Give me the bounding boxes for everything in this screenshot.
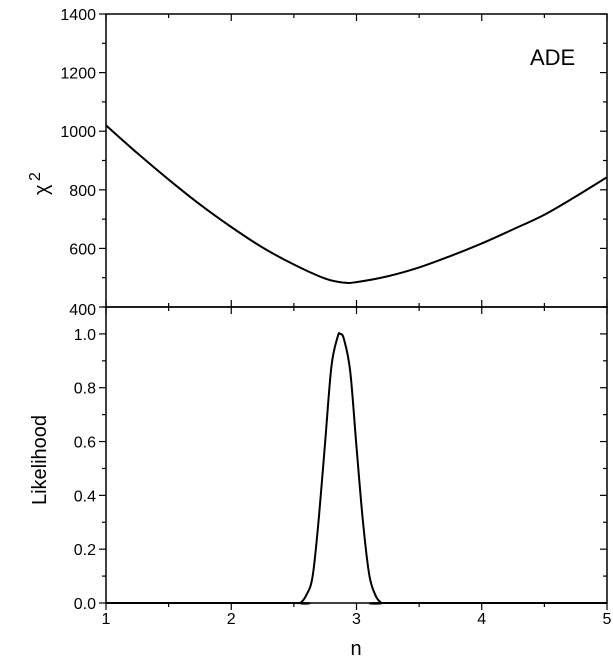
x-axis-title: n xyxy=(350,638,361,660)
bottom-y-tick-label: 1.0 xyxy=(74,327,96,344)
x-tick-label: 3 xyxy=(352,611,361,628)
x-tick-label: 4 xyxy=(477,611,486,628)
bottom-y-tick-label: 0.6 xyxy=(74,435,96,452)
x-tick-label: 2 xyxy=(227,611,236,628)
likelihood-curve xyxy=(106,332,607,605)
top-y-tick-label: 800 xyxy=(69,183,96,200)
top-y-tick-label: 1000 xyxy=(60,124,96,141)
bottom-y-tick-label: 0.2 xyxy=(74,542,96,559)
x-tick-label: 1 xyxy=(102,611,111,628)
bottom-y-tick-label: 0.4 xyxy=(74,488,96,505)
x-tick-label: 5 xyxy=(603,611,612,628)
top-y-tick-label: 400 xyxy=(69,302,96,319)
bottom-y-tick-label: 0.8 xyxy=(74,381,96,398)
top-y-tick-label: 1400 xyxy=(60,7,96,24)
bottom-y-tick-label: 0.0 xyxy=(74,596,96,613)
ticks-layer xyxy=(99,13,608,610)
bottom-y-axis-title: Likelihood xyxy=(29,415,51,505)
labels-layer: 1 2 3 4 5 400 600 800 1000 1200 1400 0.0 0.2 0.4 0.6 0.… xyxy=(60,7,611,628)
chi-superscript: 2 xyxy=(27,172,44,181)
chi-symbol: χ xyxy=(31,184,53,195)
chi-square-curve xyxy=(105,124,608,285)
ade-annotation: ADE xyxy=(530,45,575,70)
top-y-axis-title: χ 2 xyxy=(27,172,53,195)
top-y-tick-label: 1200 xyxy=(60,66,96,83)
top-y-tick-label: 600 xyxy=(69,241,96,258)
